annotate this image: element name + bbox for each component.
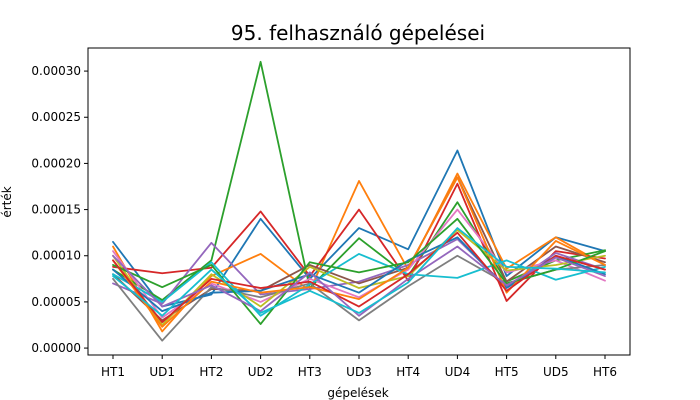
series-line-2	[112, 172, 606, 333]
y-tick-label: 0.00015	[31, 203, 81, 217]
series-line-16	[112, 227, 606, 317]
x-tick-label: UD1	[149, 365, 175, 379]
y-tick-label: 0.00025	[31, 110, 81, 124]
y-tick-label: 0.00000	[31, 341, 81, 355]
y-tick-label: 0.00020	[31, 156, 81, 170]
series-layer	[112, 60, 606, 342]
y-axis: 0.00000 0.00005 0.00010 0.00015 0.00020 0.000…	[31, 64, 88, 355]
x-tick-label: HT1	[101, 365, 125, 379]
x-tick-label: HT3	[298, 365, 322, 379]
x-tick-label: HT6	[593, 365, 617, 379]
x-tick-label: HT4	[396, 365, 420, 379]
x-axis-label: gépelések	[327, 386, 388, 400]
chart-title: 95. felhasználó gépelései	[231, 21, 485, 45]
y-tick-label: 0.00010	[31, 249, 81, 263]
x-tick-label: UD5	[543, 365, 569, 379]
series-line-4	[112, 182, 606, 302]
x-tick-label: HT2	[199, 365, 223, 379]
x-tick-label: UD4	[445, 365, 471, 379]
x-tick-label: UD3	[346, 365, 372, 379]
y-tick-label: 0.00030	[31, 64, 81, 78]
x-tick-label: UD2	[248, 365, 274, 379]
series-line-15	[112, 245, 606, 317]
y-axis-label: érték	[0, 186, 14, 217]
x-tick-label: HT5	[495, 365, 519, 379]
y-tick-label: 0.00005	[31, 295, 81, 309]
x-axis: HT1 UD1 HT2 UD2 HT3 UD3 HT4 UD4 HT5 UD5 HT6	[101, 355, 617, 379]
series-line-11	[112, 236, 606, 313]
series-line-9	[112, 228, 606, 326]
